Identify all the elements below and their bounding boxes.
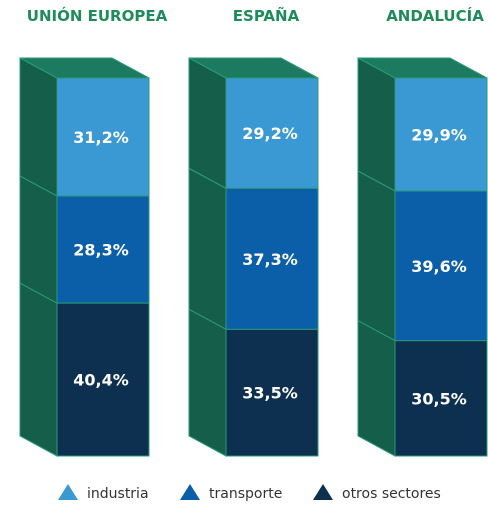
data-label-andalucia-transporte: 39,6%: [411, 257, 467, 276]
segment-side-face: [188, 167, 227, 331]
segment-andalucia-industria: 29,9%: [357, 57, 488, 192]
data-label-union-europea-transporte: 28,3%: [73, 241, 129, 260]
bar-espana-otros-sectores: [225, 328, 319, 457]
segment-union-europea-industria: 31,2%: [19, 57, 150, 197]
segment-side-face: [19, 175, 58, 304]
legend-label-otros-sectores: otros sectores: [342, 486, 441, 502]
data-label-espana-industria: 29,2%: [242, 124, 298, 143]
data-label-union-europea-otros-sectores: 40,4%: [73, 371, 129, 390]
data-label-union-europea-industria: 31,2%: [73, 128, 129, 147]
bar-andalucia-industria: [394, 77, 488, 192]
legend-label-transporte: transporte: [209, 486, 282, 502]
legend-marker-transporte: [180, 484, 200, 500]
data-label-andalucia-otros-sectores: 30,5%: [411, 389, 467, 408]
bar-andalucia-otros-sectores: [394, 340, 488, 457]
bar-espana-transporte: [225, 187, 319, 330]
bar-union-europea-industria: [56, 77, 150, 197]
category-title-espana: ESPAÑA: [233, 6, 300, 25]
segment-side-face: [188, 57, 227, 190]
category-title-union-europea: UNIÓN EUROPEA: [27, 6, 168, 25]
data-label-andalucia-industria: 29,9%: [411, 126, 467, 145]
legend-label-industria: industria: [87, 486, 149, 502]
segment-side-face: [19, 282, 58, 457]
segment-espana-otros-sectores: 33,5%: [188, 308, 319, 457]
legend-marker-industria: [58, 484, 78, 500]
segment-andalucia-otros-sectores: 30,5%: [357, 319, 488, 457]
segment-espana-industria: 29,2%: [188, 57, 319, 190]
column-espana: 29,2% 37,3% 33,5%: [188, 57, 319, 457]
column-andalucia: 29,9% 39,6% 30,5%: [357, 57, 488, 457]
segment-side-face: [19, 57, 58, 197]
legend-item-industria: industria: [58, 484, 149, 502]
category-titles: UNIÓN EUROPEA ESPAÑA ANDALUCÍA: [27, 6, 484, 25]
legend-item-otros-sectores: otros sectores: [313, 484, 441, 502]
data-label-espana-transporte: 37,3%: [242, 250, 298, 269]
segment-side-face: [357, 319, 396, 457]
legend: industria transporte otros sectores: [58, 484, 441, 502]
bar-union-europea-otros-sectores: [56, 302, 150, 457]
segment-side-face: [188, 308, 227, 457]
column-union-europea: 31,2% 28,3% 40,4%: [19, 57, 150, 457]
segment-side-face: [357, 57, 396, 192]
category-title-andalucia: ANDALUCÍA: [386, 6, 484, 25]
segment-side-face: [357, 170, 396, 342]
stacked-columns: 31,2% 28,3% 40,4% 29,2% 37,3% 33,5% 29,9% 39,6%…: [19, 57, 488, 457]
segment-union-europea-otros-sectores: 40,4%: [19, 282, 150, 457]
segment-andalucia-transporte: 39,6%: [357, 170, 488, 342]
segment-espana-transporte: 37,3%: [188, 167, 319, 331]
legend-marker-otros-sectores: [313, 484, 333, 500]
legend-item-transporte: transporte: [180, 484, 282, 502]
bar-espana-industria: [225, 77, 319, 189]
data-label-espana-otros-sectores: 33,5%: [242, 384, 298, 403]
